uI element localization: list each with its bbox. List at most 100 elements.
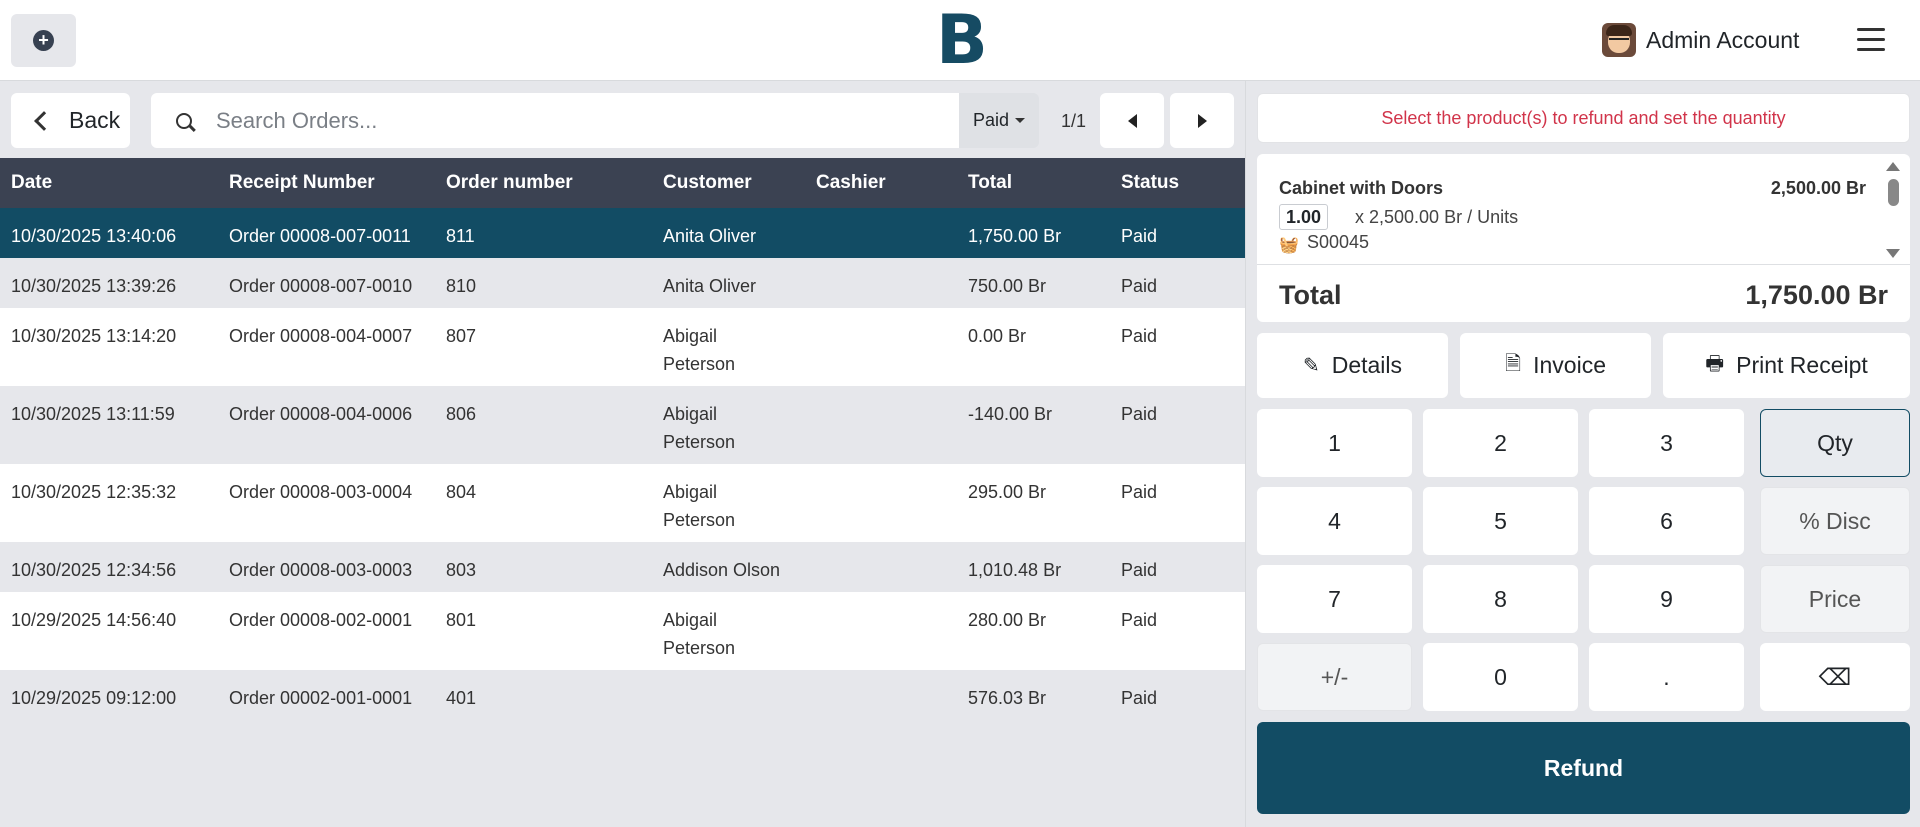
numpad-key-1[interactable]: 1 bbox=[1257, 409, 1412, 477]
row-order: 807 bbox=[446, 326, 477, 346]
line-price: 2,500.00 Br bbox=[1770, 178, 1866, 198]
total-label: Total bbox=[1279, 280, 1342, 310]
column-header-customer[interactable]: Customer bbox=[663, 172, 752, 193]
table-row[interactable]: 10/29/2025 09:12:00 Order 00002-001-0001… bbox=[0, 670, 1245, 720]
orders-table: Date Receipt Number Order number Custome… bbox=[0, 158, 1245, 720]
next-page-button[interactable] bbox=[1170, 93, 1234, 148]
numpad-key-9[interactable]: 9 bbox=[1589, 565, 1744, 633]
line-product-name: Cabinet with Doors bbox=[1279, 178, 1444, 198]
row-total: 1,750.00 Br bbox=[968, 226, 1062, 246]
row-order: 810 bbox=[446, 276, 477, 296]
row-total: 1,010.48 Br bbox=[968, 560, 1062, 580]
new-order-button[interactable]: + bbox=[11, 14, 76, 67]
row-total: 750.00 Br bbox=[968, 276, 1047, 296]
table-row[interactable]: 10/30/2025 13:39:26 Order 00008-007-0010… bbox=[0, 258, 1245, 308]
column-header-status[interactable]: Status bbox=[1121, 172, 1180, 193]
caret-right-icon bbox=[1197, 113, 1207, 128]
scrollbar-thumb[interactable] bbox=[1888, 179, 1899, 206]
table-row[interactable]: 10/30/2025 12:34:56 Order 00008-003-0003… bbox=[0, 542, 1245, 592]
row-customer: Anita Oliver bbox=[663, 276, 757, 296]
table-row[interactable]: 10/30/2025 12:35:32 Order 00008-003-0004… bbox=[0, 464, 1245, 542]
plus-circle-icon: + bbox=[33, 30, 54, 51]
numpad-key-0[interactable]: 0 bbox=[1423, 643, 1578, 711]
pager-label: 1/1 bbox=[1061, 111, 1087, 131]
row-status: Paid bbox=[1121, 226, 1158, 246]
numpad-key-2[interactable]: 2 bbox=[1423, 409, 1578, 477]
row-cashier bbox=[805, 542, 957, 592]
numpad-key-6[interactable]: 6 bbox=[1589, 487, 1744, 555]
row-cashier bbox=[805, 258, 957, 308]
scroll-up-arrow-icon[interactable] bbox=[1886, 162, 1900, 171]
line-qty-field[interactable]: 1.00 bbox=[1279, 204, 1329, 230]
user-name: Admin Account bbox=[1646, 26, 1800, 53]
row-cashier bbox=[805, 464, 957, 542]
details-label: Details bbox=[1331, 352, 1403, 378]
line-unit-detail: x 2,500.00 Br / Units bbox=[1355, 207, 1519, 227]
print-receipt-button[interactable]: 🖶 Print Receipt bbox=[1663, 333, 1910, 398]
invoice-label: Invoice bbox=[1533, 352, 1606, 378]
discount-mode-button[interactable]: % Disc bbox=[1760, 487, 1910, 555]
numpad-key-4[interactable]: 4 bbox=[1257, 487, 1412, 555]
row-total: 0.00 Br bbox=[968, 326, 1027, 346]
edit-icon: ✎ bbox=[1302, 355, 1320, 377]
row-date: 10/30/2025 13:40:06 bbox=[11, 226, 177, 246]
basket-icon: 🧺 bbox=[1279, 237, 1299, 254]
search-input[interactable] bbox=[216, 107, 916, 134]
line-reference: S00045 bbox=[1307, 232, 1370, 252]
column-header-date[interactable]: Date bbox=[11, 172, 53, 193]
table-row[interactable]: 10/30/2025 13:40:06 Order 00008-007-0011… bbox=[0, 208, 1245, 258]
row-cashier bbox=[805, 592, 957, 670]
row-date: 10/30/2025 12:35:32 bbox=[11, 482, 177, 502]
table-row[interactable]: 10/29/2025 14:56:40 Order 00008-002-0001… bbox=[0, 592, 1245, 670]
refund-notice: Select the product(s) to refund and set … bbox=[1257, 93, 1910, 143]
row-total: 280.00 Br bbox=[968, 610, 1047, 630]
refund-button[interactable]: Refund bbox=[1257, 722, 1910, 814]
row-receipt: Order 00008-004-0007 bbox=[229, 326, 413, 346]
row-date: 10/30/2025 13:39:26 bbox=[11, 276, 177, 296]
row-customer: Addison Olson bbox=[663, 560, 781, 580]
column-header-order[interactable]: Order number bbox=[446, 172, 573, 193]
numpad-key-7[interactable]: 7 bbox=[1257, 565, 1412, 633]
row-order: 801 bbox=[446, 610, 477, 630]
row-receipt: Order 00008-003-0003 bbox=[229, 560, 413, 580]
table-row[interactable]: 10/30/2025 13:11:59 Order 00008-004-0006… bbox=[0, 386, 1245, 464]
row-customer: Abigail Peterson bbox=[663, 404, 736, 452]
back-button[interactable]: Back bbox=[11, 93, 130, 148]
caret-down-icon bbox=[1015, 118, 1026, 123]
back-label: Back bbox=[69, 107, 121, 133]
numpad-key-sign[interactable]: +/- bbox=[1257, 643, 1412, 711]
row-order: 806 bbox=[446, 404, 477, 424]
row-receipt: Order 00008-007-0010 bbox=[229, 276, 413, 296]
table-row[interactable]: 10/30/2025 13:14:20 Order 00008-004-0007… bbox=[0, 308, 1245, 386]
refund-panel: Select the product(s) to refund and set … bbox=[1245, 81, 1920, 827]
details-button[interactable]: ✎ Details bbox=[1257, 333, 1448, 398]
scroll-down-arrow-icon[interactable] bbox=[1886, 249, 1900, 258]
row-status: Paid bbox=[1121, 688, 1158, 708]
numpad-key-5[interactable]: 5 bbox=[1423, 487, 1578, 555]
row-date: 10/30/2025 13:14:20 bbox=[11, 326, 177, 346]
row-cashier bbox=[805, 208, 957, 258]
numpad-key-3[interactable]: 3 bbox=[1589, 409, 1744, 477]
numpad-key-dot[interactable]: . bbox=[1589, 643, 1744, 711]
hamburger-menu-icon[interactable] bbox=[1857, 28, 1885, 52]
invoice-button[interactable]: 🗎 Invoice bbox=[1460, 333, 1651, 398]
column-header-cashier[interactable]: Cashier bbox=[816, 172, 886, 193]
caret-left-icon bbox=[1127, 113, 1137, 128]
qty-mode-button[interactable]: Qty bbox=[1760, 409, 1910, 477]
row-receipt: Order 00008-007-0011 bbox=[229, 226, 411, 246]
user-menu[interactable]: Admin Account bbox=[1602, 23, 1799, 57]
row-order: 401 bbox=[446, 688, 477, 708]
row-status: Paid bbox=[1121, 404, 1158, 424]
row-receipt: Order 00008-003-0004 bbox=[229, 482, 413, 502]
backspace-icon[interactable]: ⌫ bbox=[1760, 643, 1910, 711]
row-order: 803 bbox=[446, 560, 477, 580]
row-customer: Abigail Peterson bbox=[663, 326, 736, 374]
prev-page-button[interactable] bbox=[1100, 93, 1164, 148]
status-filter-dropdown[interactable]: Paid bbox=[959, 93, 1039, 148]
numpad-key-8[interactable]: 8 bbox=[1423, 565, 1578, 633]
price-mode-button[interactable]: Price bbox=[1760, 565, 1910, 633]
column-header-total[interactable]: Total bbox=[968, 172, 1012, 193]
row-total: -140.00 Br bbox=[968, 404, 1053, 424]
row-total: 295.00 Br bbox=[968, 482, 1047, 502]
column-header-receipt[interactable]: Receipt Number bbox=[229, 172, 375, 193]
